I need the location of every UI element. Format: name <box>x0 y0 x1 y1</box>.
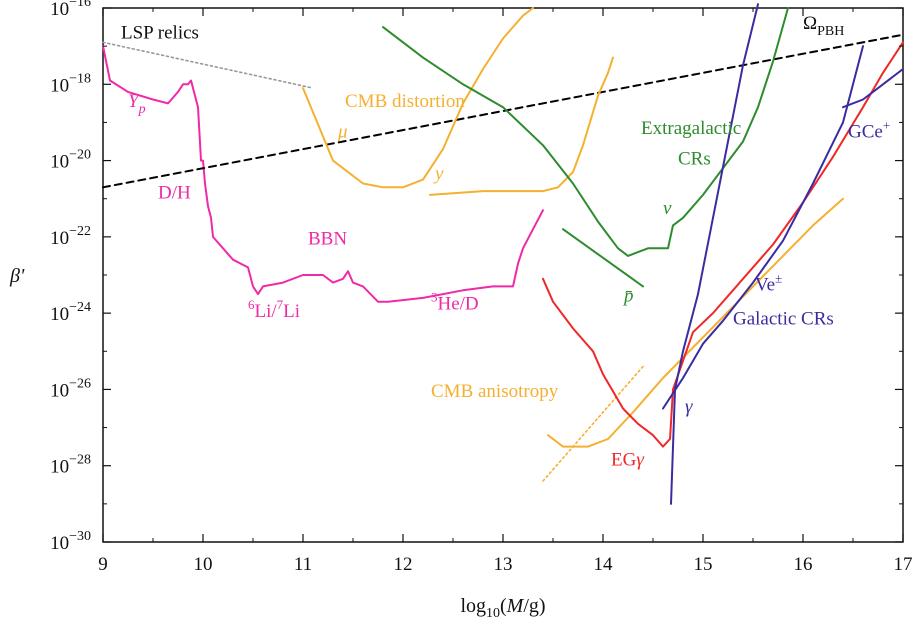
annotation-eg: EGγ <box>611 450 644 471</box>
x-tick-label: 11 <box>294 554 312 575</box>
y-tick-label: 10−22 <box>50 224 91 249</box>
annotation-omega: ΩPBH <box>803 13 844 39</box>
series-galactic_gc <box>842 68 904 109</box>
y-tick-label: 10−18 <box>50 71 91 96</box>
series-cmb_aniso <box>547 197 844 448</box>
x-tick-label: 16 <box>794 554 813 575</box>
annotation-crs: CRs <box>678 148 711 169</box>
series-cmb_mu <box>302 7 534 189</box>
series-galactic_ve <box>662 45 864 410</box>
y-tick-label: 10−26 <box>50 376 91 401</box>
series-layer <box>102 3 904 505</box>
y-tick-label: 10−20 <box>50 148 91 173</box>
series-galactic_gamma <box>670 3 759 505</box>
y-tick-label: 10−24 <box>50 300 91 325</box>
annotation-ylab: y <box>433 164 444 185</box>
series-extragalactic <box>382 7 789 257</box>
series-bbn <box>102 45 544 303</box>
x-tick-label: 14 <box>594 554 614 575</box>
annotation-cmb_dist: CMB distortion <box>345 91 465 112</box>
axis-ticks: 9 10 11 12 13 14 15 16 17 10−30 10−28 10−26 10−24 10−… <box>50 0 912 575</box>
annotation-gce: GCe+ <box>848 118 890 143</box>
annotation-yp: Yp <box>128 91 146 117</box>
annotation-li: 6Li/7Li <box>248 297 300 322</box>
series-extragalactic_pbar <box>562 228 644 288</box>
annotation-pbar: p̄ <box>622 286 634 307</box>
annotation-cmb_aniso: CMB anisotropy <box>431 381 559 402</box>
annotation-bbn: BBN <box>308 228 347 249</box>
annotation-galactic: Galactic CRs <box>733 309 834 330</box>
annotation-extra: Extragalactic <box>641 118 741 139</box>
annotation-mu: μ <box>337 122 348 143</box>
series-omega_pbh <box>102 33 904 189</box>
x-tick-label: 13 <box>494 554 513 575</box>
annotation-nu: ν <box>663 198 672 219</box>
series-egamma <box>542 277 674 448</box>
annotation-he: 3He/D <box>431 289 479 314</box>
x-tick-label: 10 <box>194 554 213 575</box>
annotation-ve: Ve± <box>755 270 782 295</box>
x-tick-label: 15 <box>694 554 713 575</box>
plot-border <box>102 7 904 543</box>
series-cmb_aniso_dotted <box>542 365 644 482</box>
y-axis-title: β' <box>9 265 25 287</box>
y-tick-label: 10−30 <box>50 529 91 554</box>
series-egamma_upper <box>672 41 904 391</box>
x-tick-label: 9 <box>98 554 108 575</box>
plot-frame <box>102 7 904 543</box>
annotation-gamma: γ <box>685 396 693 417</box>
annotations: LSP relics ΩPBH Yp D/H BBN 6Li/7Li 3He/D CMB di… <box>121 13 890 471</box>
x-tick-label: 12 <box>394 554 413 575</box>
x-axis-title: log10(M/g) <box>460 595 545 621</box>
x-tick-label: 17 <box>894 554 913 575</box>
series-lsp <box>102 41 314 89</box>
y-tick-label: 10−28 <box>50 453 91 478</box>
series-cmb_y <box>429 56 614 196</box>
annotation-lsp: LSP relics <box>121 23 199 44</box>
y-tick-label: 10−16 <box>50 0 91 20</box>
annotation-dh: D/H <box>158 183 191 204</box>
